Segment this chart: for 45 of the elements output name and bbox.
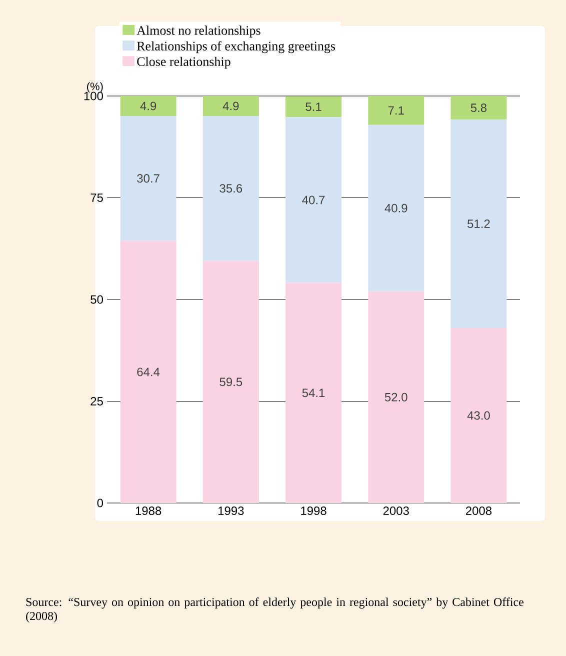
- y-tick-label: 100: [84, 92, 103, 100]
- data-label: 51.2: [468, 220, 490, 228]
- x-tick-label: 1998: [301, 506, 326, 516]
- data-label: 64.4: [137, 368, 160, 376]
- bar: [202, 96, 259, 116]
- data-label: 5.8: [470, 104, 487, 112]
- data-label: 43.0: [467, 411, 490, 420]
- data-label: 7.1: [388, 106, 404, 115]
- y-tick-label: 25: [90, 397, 103, 406]
- bar: [368, 124, 424, 292]
- data-label: 35.6: [220, 184, 242, 193]
- bar: [120, 240, 176, 503]
- y-tick-label: 75: [90, 194, 103, 202]
- x-tick-label: 2008: [466, 506, 492, 516]
- data-label: 52.0: [384, 392, 408, 402]
- data-label: 54.1: [302, 388, 325, 398]
- bar: [368, 96, 424, 125]
- data-label: 4.9: [222, 102, 239, 110]
- bar: [202, 116, 259, 261]
- y-axis-title: (%): [87, 82, 103, 92]
- bar: [120, 96, 176, 116]
- legend-label: Almost no relationships: [136, 26, 260, 38]
- bar: [368, 291, 424, 503]
- x-tick-label: 2003: [383, 506, 409, 516]
- legend-label: Close relationship: [137, 56, 230, 69]
- bar: [120, 116, 176, 241]
- bar: [286, 96, 342, 118]
- data-label: 40.9: [384, 204, 408, 212]
- data-label: 59.5: [220, 378, 242, 386]
- legend-label: Relationships of exchanging greetings: [136, 41, 336, 54]
- data-label: 4.9: [140, 102, 156, 110]
- bar: [286, 117, 342, 283]
- data-label: 40.7: [302, 196, 325, 204]
- bar: [450, 96, 507, 120]
- source-note: Source: “Survey on opinion on participation of elderly people in regional society” by Cabinet Office (2008): [26, 598, 524, 623]
- bar: [450, 120, 507, 328]
- data-label: 30.7: [137, 174, 160, 183]
- x-tick-label: 1993: [218, 506, 244, 516]
- bar: [286, 282, 342, 503]
- bar: [450, 328, 507, 503]
- y-tick-label: 0: [97, 498, 104, 508]
- y-tick-label: 50: [90, 295, 103, 304]
- bar: [202, 260, 259, 503]
- x-tick-label: 1988: [136, 506, 162, 516]
- data-label: 5.1: [306, 102, 322, 111]
